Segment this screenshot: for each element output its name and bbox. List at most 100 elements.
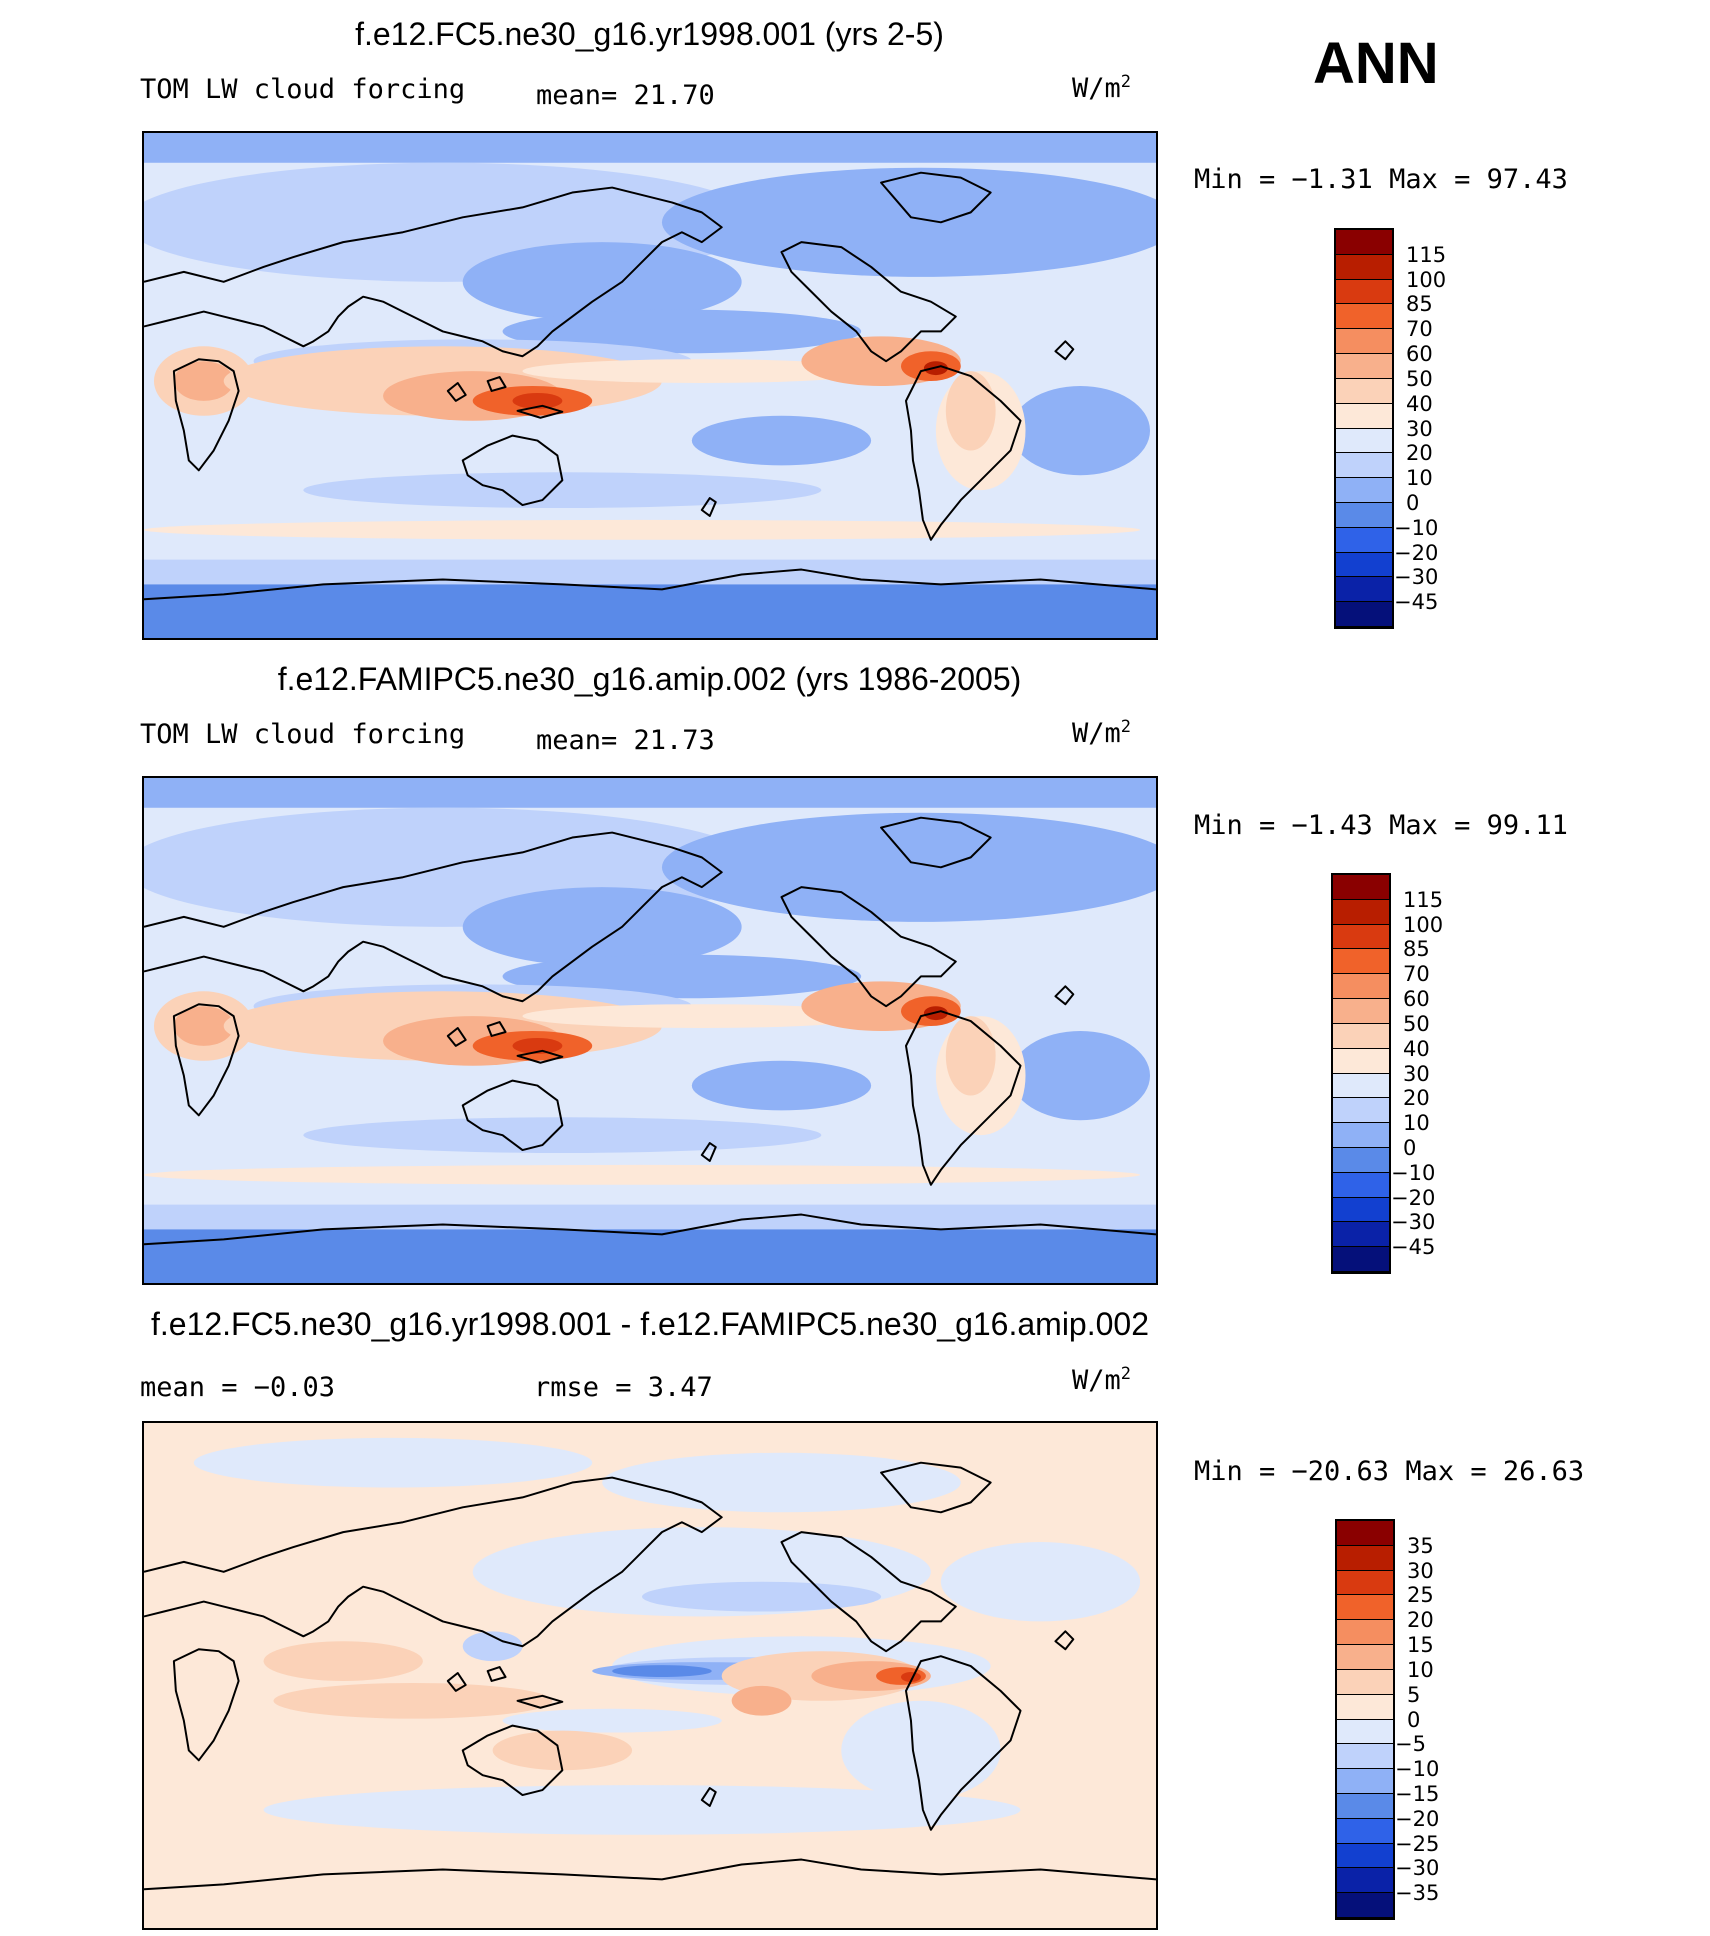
island-coastline — [446, 1672, 467, 1692]
colorbar-label: 10 — [1403, 1111, 1430, 1136]
island-coastline — [700, 1787, 717, 1807]
contour-region — [144, 1204, 1156, 1235]
colorbar-label: −35 — [1395, 1881, 1440, 1906]
colorbar-label: 10 — [1407, 1657, 1434, 1682]
panel-1-variable-label: TOM LW cloud forcing — [140, 74, 466, 105]
coastline — [144, 1858, 1156, 1891]
colorbar-swatch — [1336, 254, 1392, 280]
contour-region — [522, 359, 882, 384]
colorbar-swatch — [1333, 1147, 1389, 1173]
colorbar-swatch — [1337, 1719, 1393, 1745]
contour-region — [691, 415, 872, 466]
contour-region — [462, 887, 742, 967]
colorbar-label: 50 — [1406, 366, 1433, 391]
coastline — [172, 1648, 240, 1762]
colorbar-label: 60 — [1406, 342, 1433, 367]
colorbar-swatch — [1336, 478, 1392, 503]
colorbar-swatch — [1336, 304, 1392, 330]
coastline — [172, 358, 240, 472]
coastline — [461, 434, 564, 507]
colorbar-label: 100 — [1403, 912, 1444, 937]
colorbar-label: 60 — [1403, 987, 1430, 1012]
contour-region — [512, 1037, 563, 1054]
contour-region — [144, 584, 1156, 638]
contour-region — [522, 1004, 882, 1029]
colorbar-swatch — [1337, 1793, 1393, 1819]
colorbar-label: −15 — [1395, 1781, 1440, 1806]
coastline — [172, 1003, 240, 1117]
colorbar-swatch — [1336, 378, 1392, 404]
colorbar-label: 20 — [1403, 1086, 1430, 1111]
coastline — [144, 831, 723, 1003]
colorbar-swatch — [1333, 1222, 1389, 1248]
colorbar-swatch — [1337, 1645, 1393, 1670]
contour-region — [662, 812, 1156, 922]
coastline — [780, 1531, 957, 1653]
colorbar-swatch — [1336, 329, 1392, 355]
coastline — [461, 1079, 564, 1152]
panel-2-mean: mean= 21.73 — [536, 725, 715, 756]
colorbar-swatch — [1337, 1843, 1393, 1869]
panel-3-rmse: rmse = 3.47 — [534, 1372, 713, 1403]
colorbar-label: 70 — [1403, 962, 1430, 987]
contour-region — [901, 1672, 921, 1682]
panel-1-units: W/m2 — [1072, 72, 1132, 104]
colorbar-swatch — [1336, 502, 1392, 528]
colorbar-swatch — [1333, 1048, 1389, 1074]
colorbar-label: 50 — [1403, 1011, 1430, 1036]
contour-region — [173, 361, 234, 401]
colorbar-label: 30 — [1406, 416, 1433, 441]
colorbar-swatch — [1336, 279, 1392, 305]
colorbar-label: 20 — [1406, 441, 1433, 466]
island-coastline — [446, 382, 467, 402]
colorbar-swatch — [1333, 1247, 1389, 1272]
contour-region — [502, 309, 862, 354]
colorbar-swatch — [1337, 1868, 1393, 1894]
contour-region — [492, 1730, 633, 1771]
colorbar-swatch — [1333, 999, 1389, 1024]
colorbar-label: −45 — [1391, 1235, 1436, 1260]
contour-region — [144, 778, 1156, 808]
colorbar-label: −20 — [1395, 1806, 1440, 1831]
colorbar-swatch — [1336, 428, 1392, 454]
colorbar-swatch — [1333, 1098, 1389, 1124]
colorbar-label: 40 — [1403, 1036, 1430, 1061]
coastline — [880, 816, 992, 869]
colorbar-label: 0 — [1407, 1707, 1421, 1732]
colorbar-label: 40 — [1406, 391, 1433, 416]
colorbar-swatch — [1337, 1570, 1393, 1596]
colorbar-swatch — [1333, 1123, 1389, 1148]
contour-region — [144, 1164, 1141, 1185]
colorbar-swatch — [1333, 924, 1389, 950]
island-coastline — [516, 1694, 564, 1709]
colorbar-swatch — [1337, 1595, 1393, 1621]
contour-region — [691, 1060, 872, 1111]
island-coastline — [516, 1049, 564, 1064]
contour-region — [512, 392, 563, 409]
panel-1-map-svg — [144, 133, 1156, 638]
contour-region — [502, 954, 862, 999]
colorbar-label: −5 — [1395, 1732, 1426, 1757]
panel-1-title: f.e12.FC5.ne30_g16.yr1998.001 (yrs 2-5) — [355, 16, 944, 52]
contour-region — [502, 1708, 722, 1733]
colorbar-swatch — [1336, 552, 1392, 578]
coastline — [904, 1655, 1022, 1831]
colorbar-swatch — [1333, 875, 1389, 900]
panel-2-map — [142, 776, 1158, 1285]
colorbar-label: −45 — [1394, 590, 1439, 615]
coastline — [780, 241, 957, 363]
colorbar-swatch — [1337, 1694, 1393, 1720]
panel-2-colorbar: 115 100 85 70 60 50 40 30 20 10 0 −10 −20 −30 −45 — [1331, 873, 1443, 1274]
colorbar-label: 0 — [1403, 1135, 1417, 1160]
contour-region — [662, 167, 1156, 277]
contour-region — [263, 1785, 1021, 1835]
colorbar-label: −30 — [1395, 1856, 1440, 1881]
island-coastline — [486, 376, 507, 392]
island-coastline — [1054, 340, 1075, 361]
coastline — [144, 568, 1156, 601]
colorbar-swatch — [1336, 527, 1392, 553]
colorbar-label: −10 — [1394, 515, 1439, 540]
coastline — [780, 886, 957, 1008]
colorbar-label: 15 — [1407, 1633, 1434, 1658]
colorbar-label: 20 — [1407, 1608, 1434, 1633]
